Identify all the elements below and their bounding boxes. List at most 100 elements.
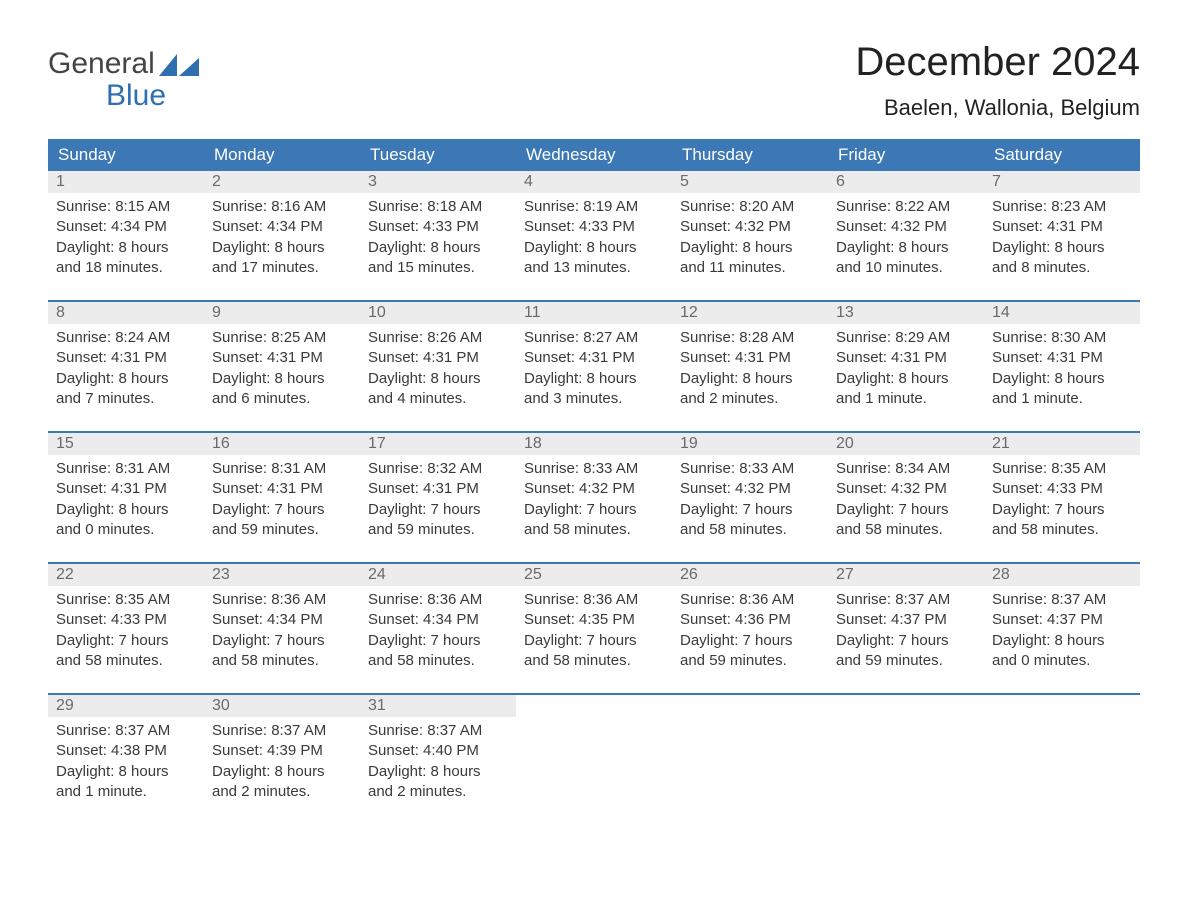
calendar-day-cell: 31Sunrise: 8:37 AMSunset: 4:40 PMDayligh…: [360, 694, 516, 824]
sunset-line: Sunset: 4:33 PM: [56, 610, 196, 630]
sunrise-line: Sunrise: 8:35 AM: [992, 459, 1132, 479]
day-number: 28: [984, 564, 1140, 586]
calendar-week-row: 8Sunrise: 8:24 AMSunset: 4:31 PMDaylight…: [48, 301, 1140, 432]
sunset-line: Sunset: 4:34 PM: [212, 217, 352, 237]
calendar-day-cell: 20Sunrise: 8:34 AMSunset: 4:32 PMDayligh…: [828, 432, 984, 563]
day-details: Sunrise: 8:37 AMSunset: 4:37 PMDaylight:…: [984, 586, 1140, 693]
day-details: Sunrise: 8:18 AMSunset: 4:33 PMDaylight:…: [360, 193, 516, 300]
sunset-line: Sunset: 4:32 PM: [836, 479, 976, 499]
day-number: 24: [360, 564, 516, 586]
sunrise-line: Sunrise: 8:30 AM: [992, 328, 1132, 348]
day-number: 26: [672, 564, 828, 586]
daylight-line: Daylight: 8 hoursand 2 minutes.: [212, 762, 352, 803]
day-details: Sunrise: 8:29 AMSunset: 4:31 PMDaylight:…: [828, 324, 984, 431]
daylight-line: Daylight: 8 hoursand 4 minutes.: [368, 369, 508, 410]
day-details: Sunrise: 8:16 AMSunset: 4:34 PMDaylight:…: [204, 193, 360, 300]
day-details: Sunrise: 8:30 AMSunset: 4:31 PMDaylight:…: [984, 324, 1140, 431]
sunset-line: Sunset: 4:32 PM: [680, 217, 820, 237]
sunset-line: Sunset: 4:32 PM: [680, 479, 820, 499]
daylight-line: Daylight: 7 hoursand 59 minutes.: [368, 500, 508, 541]
day-details: Sunrise: 8:33 AMSunset: 4:32 PMDaylight:…: [516, 455, 672, 562]
daylight-line: Daylight: 7 hoursand 59 minutes.: [836, 631, 976, 672]
day-number: 5: [672, 171, 828, 193]
day-number: 20: [828, 433, 984, 455]
sunset-line: Sunset: 4:33 PM: [524, 217, 664, 237]
weekday-header: Wednesday: [516, 139, 672, 171]
calendar-day-cell: 8Sunrise: 8:24 AMSunset: 4:31 PMDaylight…: [48, 301, 204, 432]
day-number: 6: [828, 171, 984, 193]
day-number: 23: [204, 564, 360, 586]
day-number: 9: [204, 302, 360, 324]
sunrise-line: Sunrise: 8:31 AM: [212, 459, 352, 479]
sunrise-line: Sunrise: 8:36 AM: [680, 590, 820, 610]
calendar-day-cell: 24Sunrise: 8:36 AMSunset: 4:34 PMDayligh…: [360, 563, 516, 694]
sunrise-line: Sunrise: 8:29 AM: [836, 328, 976, 348]
daylight-line: Daylight: 8 hoursand 8 minutes.: [992, 238, 1132, 279]
day-number: 4: [516, 171, 672, 193]
daylight-line: Daylight: 8 hoursand 6 minutes.: [212, 369, 352, 410]
sunset-line: Sunset: 4:31 PM: [680, 348, 820, 368]
sunset-line: Sunset: 4:31 PM: [56, 479, 196, 499]
day-details: Sunrise: 8:20 AMSunset: 4:32 PMDaylight:…: [672, 193, 828, 300]
sunset-line: Sunset: 4:40 PM: [368, 741, 508, 761]
sunrise-line: Sunrise: 8:37 AM: [836, 590, 976, 610]
page-title: December 2024: [855, 40, 1140, 85]
day-number: 14: [984, 302, 1140, 324]
sunrise-line: Sunrise: 8:36 AM: [212, 590, 352, 610]
day-details: Sunrise: 8:36 AMSunset: 4:35 PMDaylight:…: [516, 586, 672, 693]
day-number: 31: [360, 695, 516, 717]
sunset-line: Sunset: 4:37 PM: [992, 610, 1132, 630]
sunset-line: Sunset: 4:31 PM: [368, 479, 508, 499]
brand-line1: General: [48, 48, 155, 80]
day-details: Sunrise: 8:34 AMSunset: 4:32 PMDaylight:…: [828, 455, 984, 562]
day-number: 21: [984, 433, 1140, 455]
daylight-line: Daylight: 8 hoursand 10 minutes.: [836, 238, 976, 279]
sunrise-line: Sunrise: 8:37 AM: [212, 721, 352, 741]
day-details: Sunrise: 8:23 AMSunset: 4:31 PMDaylight:…: [984, 193, 1140, 300]
sunrise-line: Sunrise: 8:27 AM: [524, 328, 664, 348]
sunset-line: Sunset: 4:34 PM: [56, 217, 196, 237]
sunrise-line: Sunrise: 8:33 AM: [524, 459, 664, 479]
weekday-header: Friday: [828, 139, 984, 171]
calendar-day-cell: 26 Sunrise: 8:36 AMSunset: 4:36 PMDayligh…: [672, 563, 828, 694]
sunset-line: Sunset: 4:31 PM: [212, 479, 352, 499]
daylight-line: Daylight: 7 hoursand 58 minutes.: [680, 500, 820, 541]
calendar-day-cell: 21Sunrise: 8:35 AMSunset: 4:33 PMDayligh…: [984, 432, 1140, 563]
sunrise-line: Sunrise: 8:16 AM: [212, 197, 352, 217]
day-number: 13: [828, 302, 984, 324]
calendar-day-cell: 10Sunrise: 8:26 AMSunset: 4:31 PMDayligh…: [360, 301, 516, 432]
day-details: Sunrise: 8:19 AMSunset: 4:33 PMDaylight:…: [516, 193, 672, 300]
daylight-line: Daylight: 8 hoursand 2 minutes.: [368, 762, 508, 803]
day-number: 10: [360, 302, 516, 324]
weekday-header: Monday: [204, 139, 360, 171]
calendar-day-cell: 25Sunrise: 8:36 AMSunset: 4:35 PMDayligh…: [516, 563, 672, 694]
day-details: Sunrise: 8:33 AMSunset: 4:32 PMDaylight:…: [672, 455, 828, 562]
daylight-line: Daylight: 8 hoursand 7 minutes.: [56, 369, 196, 410]
daylight-line: Daylight: 8 hoursand 3 minutes.: [524, 369, 664, 410]
daylight-line: Daylight: 7 hoursand 58 minutes.: [524, 631, 664, 672]
daylight-line: Daylight: 8 hoursand 2 minutes.: [680, 369, 820, 410]
day-details: Sunrise: 8:37 AMSunset: 4:37 PMDaylight:…: [828, 586, 984, 693]
calendar-week-row: 29Sunrise: 8:37 AMSunset: 4:38 PMDayligh…: [48, 694, 1140, 824]
brand-line2: Blue: [48, 80, 199, 112]
calendar-week-row: 1Sunrise: 8:15 AMSunset: 4:34 PMDaylight…: [48, 171, 1140, 301]
calendar-day-cell: 27Sunrise: 8:37 AMSunset: 4:37 PMDayligh…: [828, 563, 984, 694]
calendar-day-cell: ..: [672, 694, 828, 824]
sunset-line: Sunset: 4:38 PM: [56, 741, 196, 761]
calendar-day-cell: 2Sunrise: 8:16 AMSunset: 4:34 PMDaylight…: [204, 171, 360, 301]
sunset-line: Sunset: 4:36 PM: [680, 610, 820, 630]
calendar-day-cell: 28Sunrise: 8:37 AMSunset: 4:37 PMDayligh…: [984, 563, 1140, 694]
weekday-header: Sunday: [48, 139, 204, 171]
daylight-line: Daylight: 7 hoursand 58 minutes.: [368, 631, 508, 672]
day-number: 16: [204, 433, 360, 455]
daylight-line: Daylight: 7 hoursand 59 minutes.: [680, 631, 820, 672]
day-number: 27: [828, 564, 984, 586]
day-details: Sunrise: 8:32 AMSunset: 4:31 PMDaylight:…: [360, 455, 516, 562]
day-details: Sunrise: 8:15 AMSunset: 4:34 PMDaylight:…: [48, 193, 204, 300]
calendar-day-cell: 12Sunrise: 8:28 AMSunset: 4:31 PMDayligh…: [672, 301, 828, 432]
sunrise-line: Sunrise: 8:24 AM: [56, 328, 196, 348]
calendar-day-cell: 15Sunrise: 8:31 AMSunset: 4:31 PMDayligh…: [48, 432, 204, 563]
day-details: Sunrise: 8:31 AMSunset: 4:31 PMDaylight:…: [204, 455, 360, 562]
sunset-line: Sunset: 4:31 PM: [368, 348, 508, 368]
calendar-day-cell: ..: [516, 694, 672, 824]
